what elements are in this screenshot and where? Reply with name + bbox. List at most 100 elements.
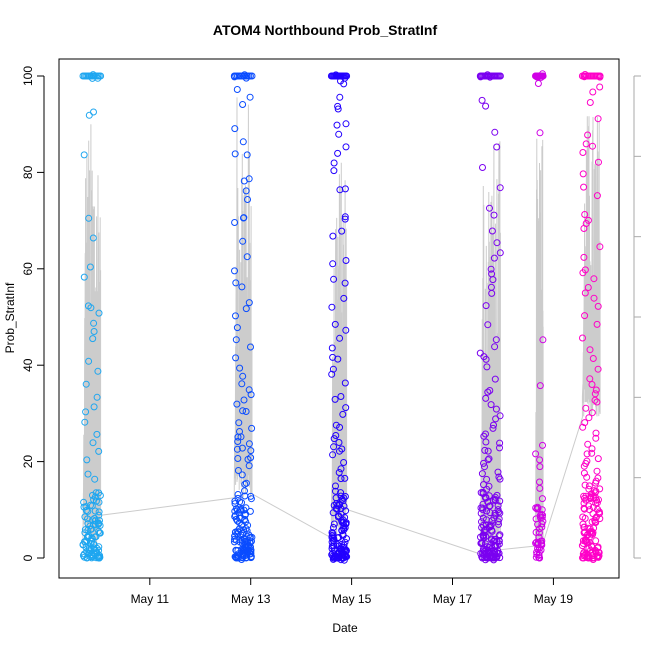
data-point (248, 424, 256, 432)
data-point (237, 433, 245, 441)
y-tick-label: 0 (21, 554, 35, 561)
data-point (486, 502, 494, 510)
data-point (329, 524, 337, 531)
data-point (89, 71, 97, 79)
data-point (342, 404, 350, 412)
data-point (491, 128, 499, 136)
data-point (478, 553, 486, 561)
data-point (80, 151, 88, 159)
data-point (482, 438, 490, 446)
data-point (481, 529, 489, 537)
y-tick-label: 40 (21, 358, 35, 372)
data-point (89, 234, 97, 242)
data-point (93, 430, 101, 438)
data-point (490, 514, 498, 522)
data-point (536, 456, 544, 464)
data-point (231, 219, 239, 226)
data-point (243, 253, 251, 261)
data-point (237, 505, 245, 513)
data-point (479, 164, 486, 171)
data-point (245, 462, 253, 470)
data-point (581, 481, 589, 489)
data-point (85, 214, 93, 222)
data-point (234, 438, 242, 445)
data-point (330, 435, 338, 443)
data-point (330, 167, 338, 175)
data-point (595, 510, 603, 518)
data-point (482, 302, 490, 310)
data-point (581, 211, 589, 218)
data-point (329, 451, 337, 459)
data-point (494, 468, 502, 476)
data-point (81, 418, 89, 426)
data-point (596, 515, 604, 523)
y2-tick-label: 2000 (648, 464, 650, 491)
data-point (586, 346, 594, 354)
data-point (493, 143, 501, 151)
data-point (584, 284, 592, 291)
data-point (593, 467, 601, 475)
data-point (240, 177, 248, 185)
data-point (496, 475, 504, 483)
data-point (581, 528, 589, 536)
data-point (335, 542, 343, 550)
data-point (342, 520, 350, 528)
data-point (95, 508, 103, 516)
data-point (337, 475, 345, 483)
secondary-line-series (82, 97, 601, 555)
data-point (89, 491, 96, 499)
data-point (231, 497, 239, 505)
data-point (334, 105, 342, 113)
y2-tick-label: 6000 (648, 303, 650, 330)
data-point (85, 357, 93, 365)
data-point (492, 405, 500, 413)
data-point (589, 88, 597, 96)
data-point (242, 551, 250, 559)
data-point (535, 529, 543, 537)
data-point (239, 407, 247, 415)
data-point (538, 513, 546, 521)
data-point (480, 532, 488, 540)
data-point (478, 96, 486, 104)
data-point (481, 463, 488, 471)
data-point (84, 507, 92, 515)
data-point (583, 473, 591, 481)
data-point (246, 539, 254, 547)
data-point (239, 138, 247, 146)
data-point (243, 550, 251, 558)
data-point (582, 496, 590, 504)
data-point (336, 93, 344, 101)
data-point (591, 390, 599, 398)
data-point (340, 80, 348, 88)
data-point (486, 204, 493, 212)
data-point (329, 232, 337, 240)
data-point (330, 159, 338, 167)
data-point (496, 184, 504, 192)
data-point (330, 542, 338, 550)
data-point (580, 492, 588, 500)
data-point (233, 86, 241, 93)
data-point (488, 536, 495, 544)
y-tick-label: 20 (21, 455, 35, 469)
data-point (341, 474, 349, 482)
data-point (245, 299, 253, 307)
data-point (238, 530, 246, 538)
data-point (592, 479, 600, 487)
data-point (489, 424, 497, 432)
data-point (539, 336, 547, 344)
data-point (592, 429, 600, 437)
data-point (334, 149, 342, 157)
data-point (580, 225, 588, 232)
data-point (478, 554, 486, 562)
data-point (234, 467, 242, 474)
data-point (479, 506, 487, 514)
data-point (583, 538, 591, 546)
data-point (594, 302, 602, 310)
data-point (238, 499, 245, 507)
data-point (594, 553, 602, 561)
data-point (537, 541, 545, 549)
data-point (539, 70, 546, 78)
data-point (484, 447, 492, 455)
data-point (242, 305, 250, 313)
data-point (485, 455, 493, 463)
